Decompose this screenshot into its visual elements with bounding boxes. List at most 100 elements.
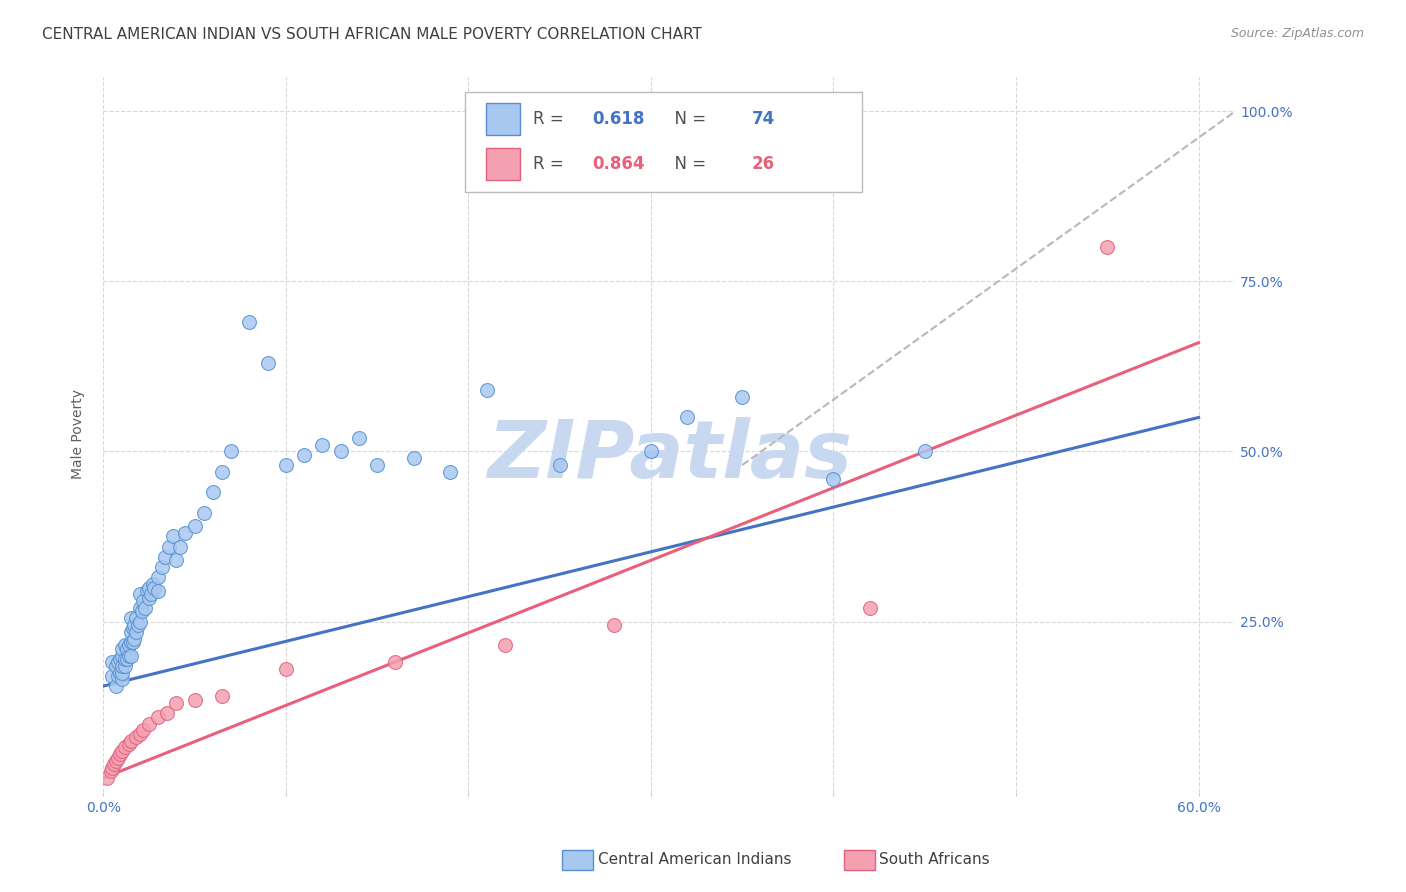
Point	[150, 560, 173, 574]
Point	[640, 444, 662, 458]
Point	[96, 771, 118, 785]
Point	[114, 652, 136, 666]
Point	[156, 706, 179, 721]
Point	[201, 485, 224, 500]
Point	[120, 648, 142, 663]
Point	[124, 632, 146, 646]
Point	[118, 648, 141, 663]
Point	[125, 730, 148, 744]
Point	[128, 615, 150, 629]
Point	[475, 384, 498, 398]
Point	[120, 635, 142, 649]
Point	[439, 465, 461, 479]
Y-axis label: Male Poverty: Male Poverty	[72, 390, 86, 480]
Point	[101, 656, 124, 670]
Point	[162, 529, 184, 543]
Point	[914, 444, 936, 458]
Bar	[486, 103, 520, 135]
Point	[146, 570, 169, 584]
Point	[118, 638, 141, 652]
Text: 26: 26	[752, 154, 775, 173]
Point	[292, 448, 315, 462]
Point	[311, 438, 333, 452]
Point	[169, 540, 191, 554]
Point	[183, 519, 205, 533]
Point	[124, 618, 146, 632]
Point	[125, 611, 148, 625]
Point	[125, 624, 148, 639]
Text: Source: ZipAtlas.com: Source: ZipAtlas.com	[1230, 27, 1364, 40]
Point	[165, 553, 187, 567]
Text: R =: R =	[533, 110, 569, 128]
Point	[165, 696, 187, 710]
Point	[114, 638, 136, 652]
Point	[402, 451, 425, 466]
Point	[274, 662, 297, 676]
Text: CENTRAL AMERICAN INDIAN VS SOUTH AFRICAN MALE POVERTY CORRELATION CHART: CENTRAL AMERICAN INDIAN VS SOUTH AFRICAN…	[42, 27, 702, 42]
Point	[603, 618, 626, 632]
Point	[120, 733, 142, 747]
Point	[110, 648, 132, 663]
Point	[121, 621, 143, 635]
Point	[193, 506, 215, 520]
Point	[114, 658, 136, 673]
Point	[100, 764, 122, 778]
Text: Central American Indians: Central American Indians	[598, 853, 792, 867]
Point	[142, 577, 165, 591]
Point	[115, 641, 138, 656]
FancyBboxPatch shape	[465, 92, 862, 192]
Point	[127, 618, 149, 632]
Point	[131, 604, 153, 618]
Point	[110, 641, 132, 656]
Text: 74: 74	[752, 110, 775, 128]
Point	[115, 652, 138, 666]
Point	[107, 656, 129, 670]
Point	[155, 549, 177, 564]
Point	[138, 591, 160, 605]
Point	[329, 444, 352, 458]
Point	[157, 540, 180, 554]
Text: N =: N =	[664, 154, 711, 173]
Point	[1097, 240, 1119, 254]
Text: 0.618: 0.618	[592, 110, 644, 128]
Text: South Africans: South Africans	[879, 853, 990, 867]
Point	[139, 587, 162, 601]
Point	[731, 390, 754, 404]
Text: 0.864: 0.864	[592, 154, 645, 173]
Point	[211, 690, 233, 704]
Point	[132, 723, 155, 738]
Point	[238, 315, 260, 329]
Point	[183, 692, 205, 706]
Text: R =: R =	[533, 154, 569, 173]
Point	[103, 757, 125, 772]
Point	[143, 581, 166, 595]
Point	[859, 601, 882, 615]
Point	[120, 611, 142, 625]
Point	[108, 665, 131, 680]
Point	[494, 638, 516, 652]
Point	[110, 665, 132, 680]
Point	[274, 458, 297, 472]
Point	[108, 652, 131, 666]
Point	[146, 710, 169, 724]
Point	[101, 761, 124, 775]
Point	[107, 750, 129, 764]
Point	[823, 472, 845, 486]
Point	[384, 656, 406, 670]
Bar	[486, 147, 520, 179]
Point	[174, 526, 197, 541]
Text: ZIPatlas: ZIPatlas	[486, 417, 852, 495]
Point	[134, 601, 156, 615]
Point	[138, 581, 160, 595]
Point	[105, 679, 128, 693]
Point	[146, 583, 169, 598]
Point	[120, 624, 142, 639]
Point	[110, 658, 132, 673]
Point	[132, 594, 155, 608]
Point	[211, 465, 233, 479]
Point	[105, 754, 128, 768]
Point	[128, 727, 150, 741]
Point	[107, 669, 129, 683]
Point	[548, 458, 571, 472]
Point	[128, 601, 150, 615]
